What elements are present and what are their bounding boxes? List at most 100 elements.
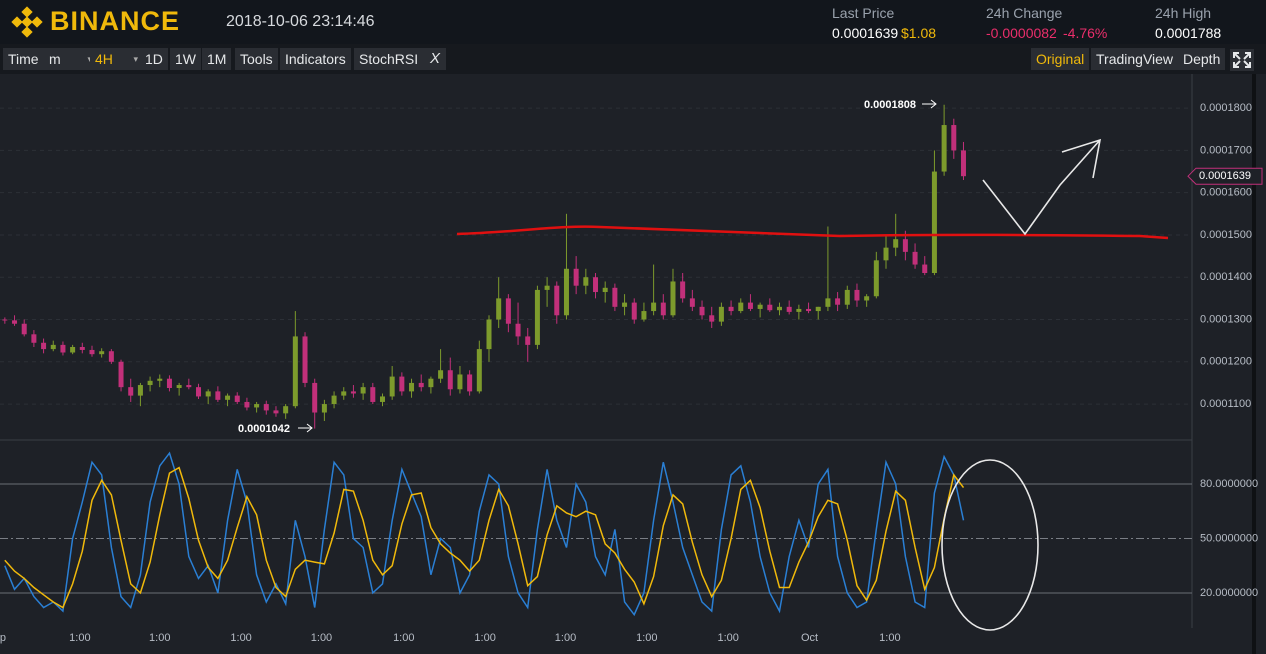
stat-label: 24h Change [986,5,1063,21]
candle-body [641,311,647,320]
candle-body [234,395,240,402]
candle-body [147,380,153,386]
candle-body [893,239,899,248]
candle-body [215,391,221,400]
candle-body [12,320,18,324]
toolbar-button[interactable]: Time [3,48,44,70]
header: BINANCE 2018-10-06 23:14:46 Last Price 0… [0,0,1266,44]
y-tick-label: 80.0000000 [1200,478,1258,490]
drawn-level [456,225,1169,240]
candle-body [389,376,395,397]
candle-body [399,376,405,392]
candle-body [99,351,105,355]
candle-body [21,323,27,335]
y-tick-label: 20.0000000 [1200,587,1258,599]
x-tick-label: 1:00 [636,632,657,644]
dropdown-icon: ▾ [133,54,138,64]
candle-body [554,285,560,316]
x-tick-label: 1:00 [879,632,900,644]
indicator-tag: StochRSI X [354,48,446,70]
candle-body [186,385,192,388]
stat-value: 0.0001788 [1155,25,1222,41]
candle-body [612,287,618,307]
candle-body [602,287,608,293]
candle-body [157,378,163,381]
toolbar-button[interactable]: 4H ▾ [90,48,142,70]
candle-body [360,387,366,394]
candle-body [670,281,676,316]
candle-body [825,298,831,307]
x-tick-label: 1:00 [555,632,576,644]
candle-body [292,336,298,407]
candle-body [254,404,260,408]
toolbar-button[interactable]: Indicators [280,48,351,70]
close-button[interactable]: X [429,50,440,67]
candle-body [941,125,947,172]
candle-body [31,334,37,343]
candle-body [331,395,337,405]
logo-text: BINANCE [50,6,181,36]
candle-body [176,385,182,388]
candle-body [379,396,385,402]
toolbar-button[interactable]: Tools [235,48,278,70]
candle-body [747,302,753,309]
candle-body [467,374,473,392]
candle-body [60,344,66,353]
x-tick-label: 1:00 [69,632,90,644]
y-tick-label: 0.0001200 [1200,356,1252,368]
candle-body [960,150,966,177]
candle-body [428,378,434,388]
fullscreen-icon[interactable] [1230,49,1254,71]
candle-body [757,304,763,309]
toolbar-button[interactable]: Depth [1178,48,1226,70]
stat-label: Last Price [832,5,895,21]
candle-body [196,387,202,397]
candle-body [2,319,8,321]
x-tick-label: 1:00 [474,632,495,644]
toolbar-button[interactable]: Original [1031,48,1090,70]
candle-body [680,281,686,299]
candle-body [854,289,860,301]
candle-body [108,351,114,362]
candle-body [583,277,589,286]
chart: p 1:00 1:00 1:00 1:00 1:00 1:00 1:00 1:00 1:00 Oct… [0,74,1266,654]
candle-body [273,410,279,414]
dropdown-icon: ▾ [87,48,92,70]
annotation-arrow [922,99,937,109]
candle-body [728,306,734,312]
x-tick-label: 1:00 [717,632,738,644]
candle-body [341,391,347,396]
candle-body [631,302,637,320]
y-tick-label: 50.0000000 [1200,532,1258,544]
candle-body [660,302,666,316]
candle-body [312,382,318,413]
candle-body [263,404,269,411]
candle-body [89,349,95,355]
candle-body [137,385,143,396]
x-tick-label: 1:00 [311,632,332,644]
candle-body [50,344,56,350]
toolbar-button[interactable]: m▾ [44,48,96,70]
x-tick-label: p [0,632,6,644]
candle-body [689,298,695,307]
toolbar-button[interactable]: 1M [202,48,232,70]
candle-body [951,125,957,151]
x-tick-label: 1:00 [230,632,251,644]
y-tick-label: 0.0001600 [1200,187,1252,199]
candle-body [118,361,124,388]
x-tick-label: 1:00 [393,632,414,644]
candle-body [166,378,172,388]
high-annotation: 0.0001808 [864,99,916,111]
candle-body [883,247,889,261]
toolbar-button[interactable]: 1W [170,48,201,70]
y-tick-label: 0.0001700 [1200,144,1252,156]
candle-body [651,302,657,312]
stoch-line [4,451,965,617]
y-tick-label: 0.0001300 [1200,313,1252,325]
candle-body [806,308,812,312]
x-tick-label: 1:00 [149,632,170,644]
candle-body [302,336,308,383]
toolbar-button[interactable]: TradingView [1091,48,1179,70]
stat-value: 0.0001639 [832,25,899,41]
toolbar-button[interactable]: 1D [140,48,168,70]
